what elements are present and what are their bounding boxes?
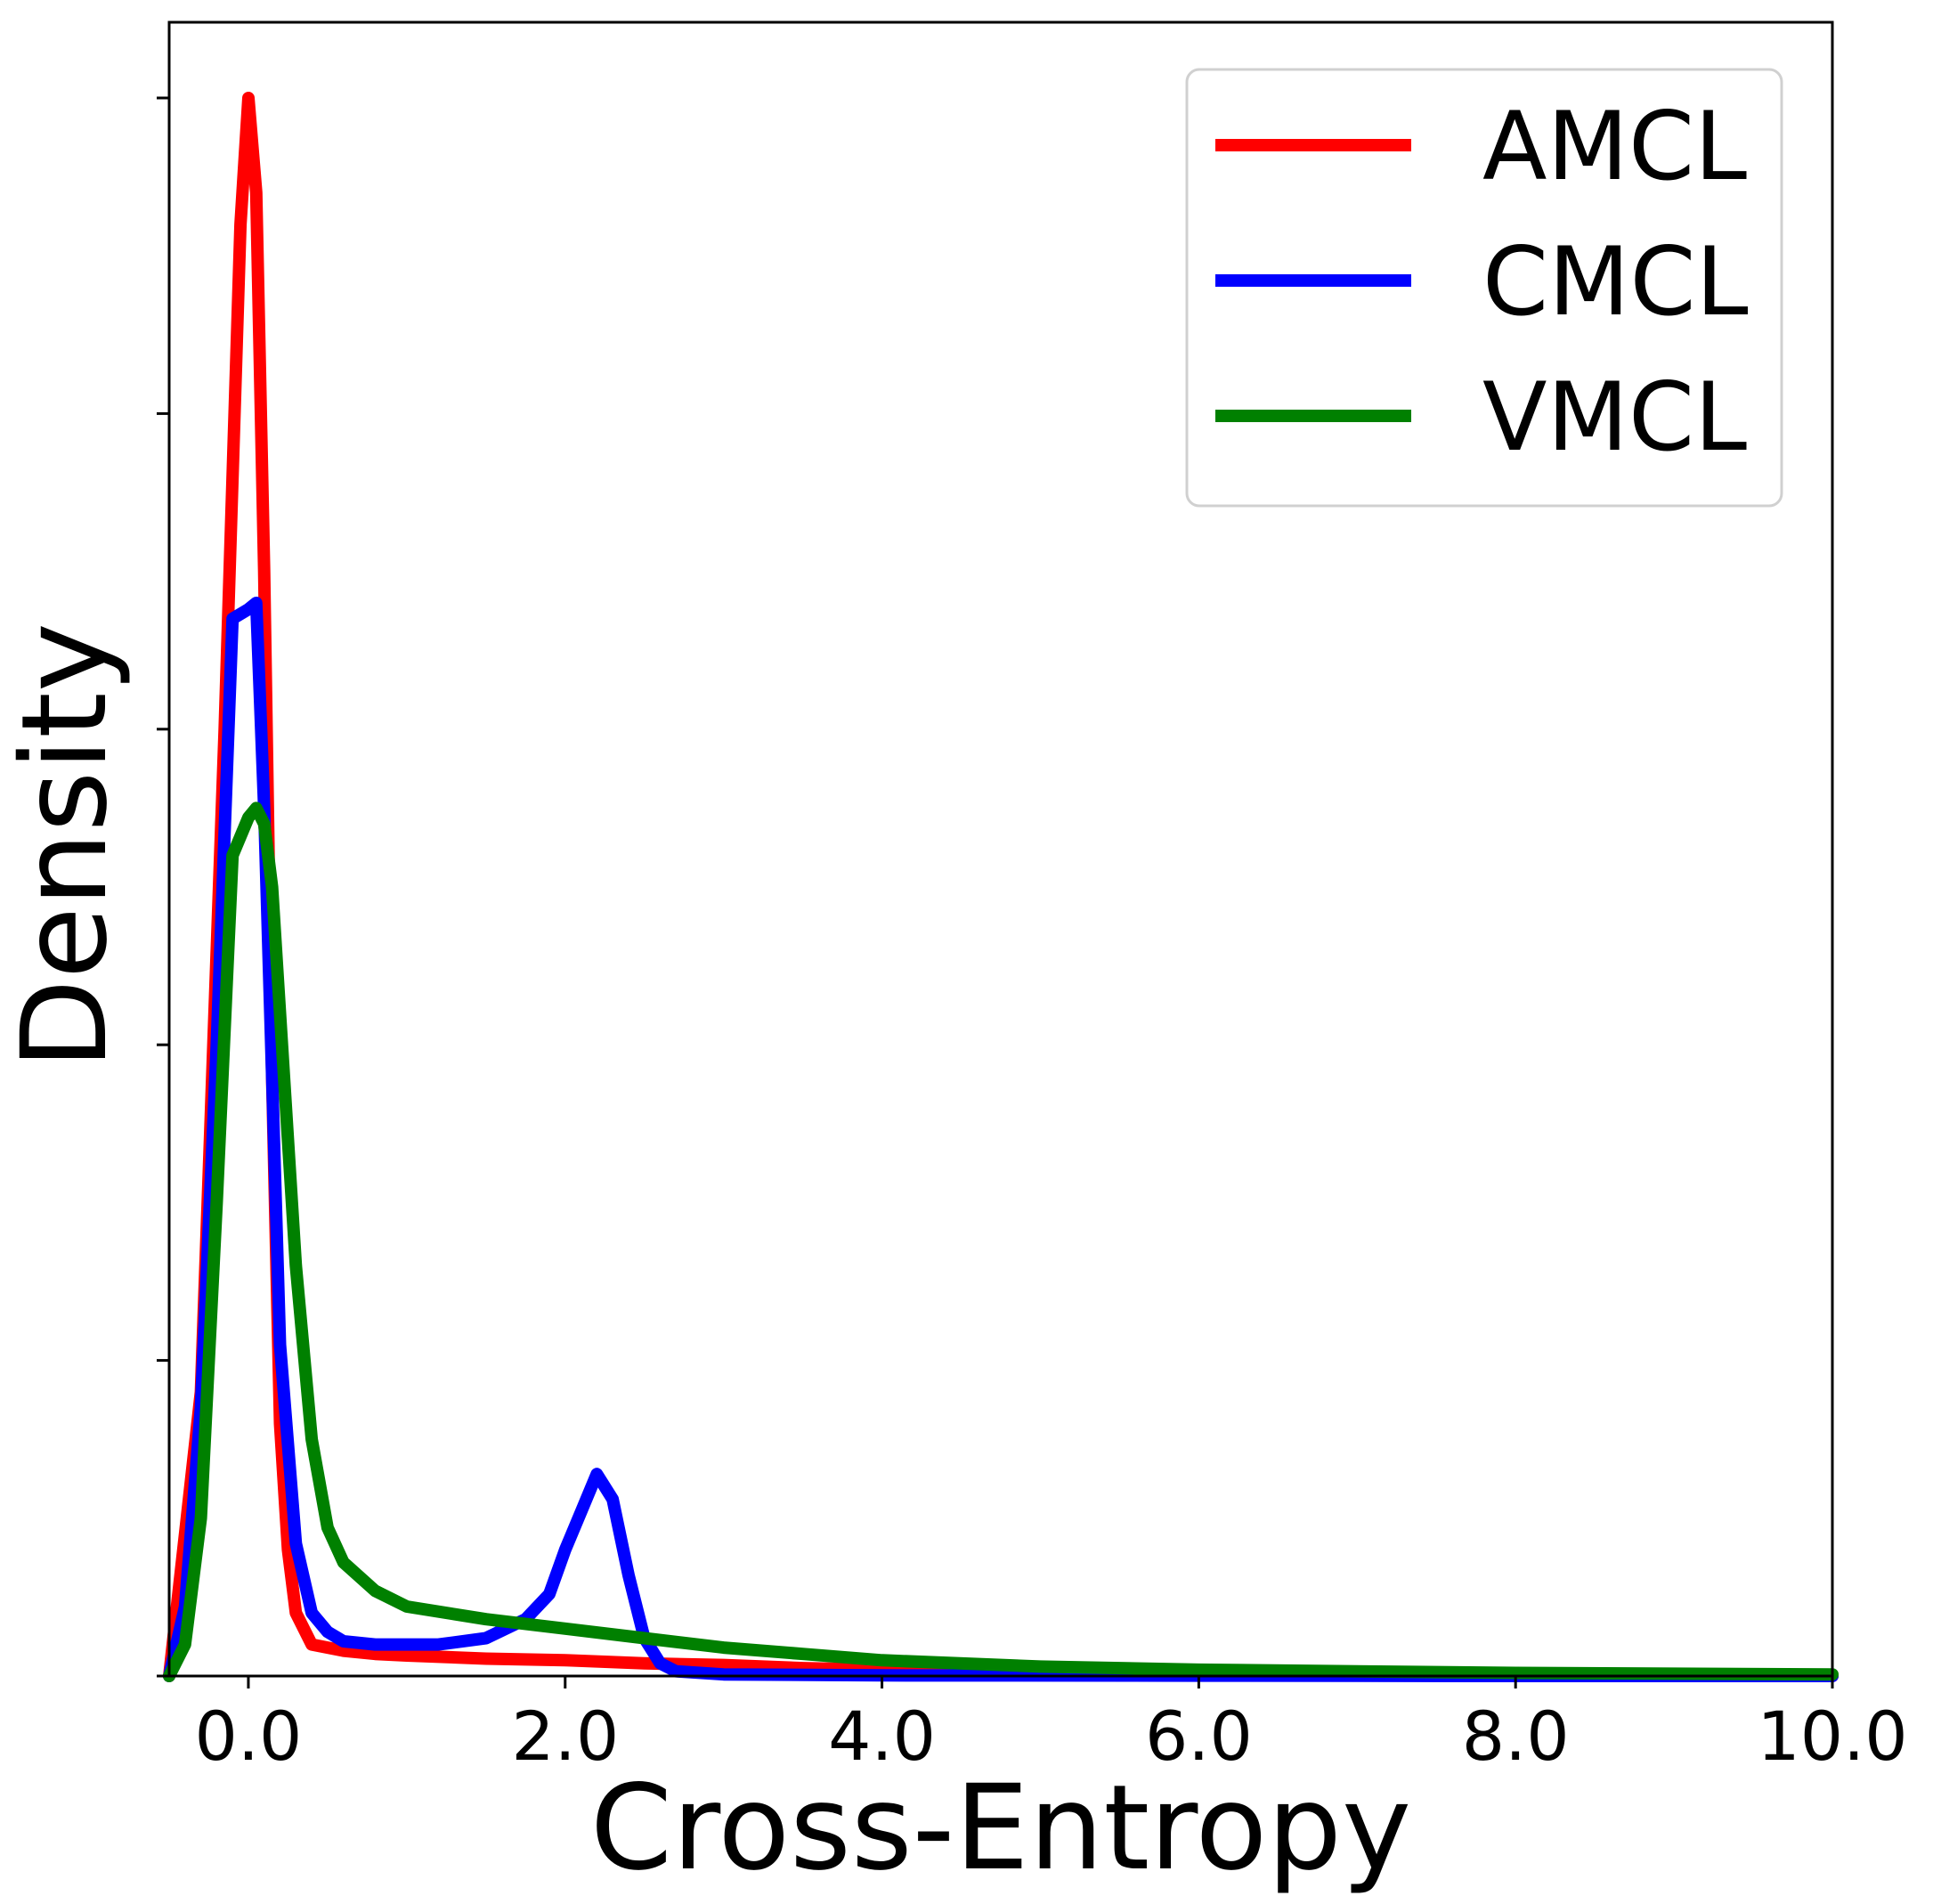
legend-label-amcl: AMCL <box>1482 92 1747 201</box>
x-axis-ticks: 0.0 2.0 4.0 6.0 8.0 10.0 <box>195 1676 1908 1776</box>
x-tick-label: 8.0 <box>1462 1697 1570 1776</box>
series-line-cmcl <box>163 597 1839 1682</box>
series-line-vmcl <box>163 801 1839 1682</box>
y-axis-title: Density <box>0 622 134 1070</box>
legend-entries: AMCL CMCL VMCL <box>1215 92 1749 472</box>
plot-frame <box>167 20 1834 1678</box>
x-tick-label: 2.0 <box>511 1697 619 1776</box>
x-tick-label: 6.0 <box>1145 1697 1253 1776</box>
legend: AMCL CMCL VMCL <box>1185 68 1783 508</box>
x-tick-label: 4.0 <box>828 1697 936 1776</box>
x-tick-label: 0.0 <box>195 1697 303 1776</box>
series-layer <box>163 92 1839 1682</box>
legend-box <box>1185 68 1783 508</box>
legend-label-cmcl: CMCL <box>1482 227 1749 337</box>
legend-label-vmcl: VMCL <box>1482 362 1747 472</box>
x-tick-label: 10.0 <box>1757 1697 1907 1776</box>
x-axis-title: Cross-Entropy <box>590 1760 1411 1897</box>
y-axis-ticks <box>157 96 169 1678</box>
